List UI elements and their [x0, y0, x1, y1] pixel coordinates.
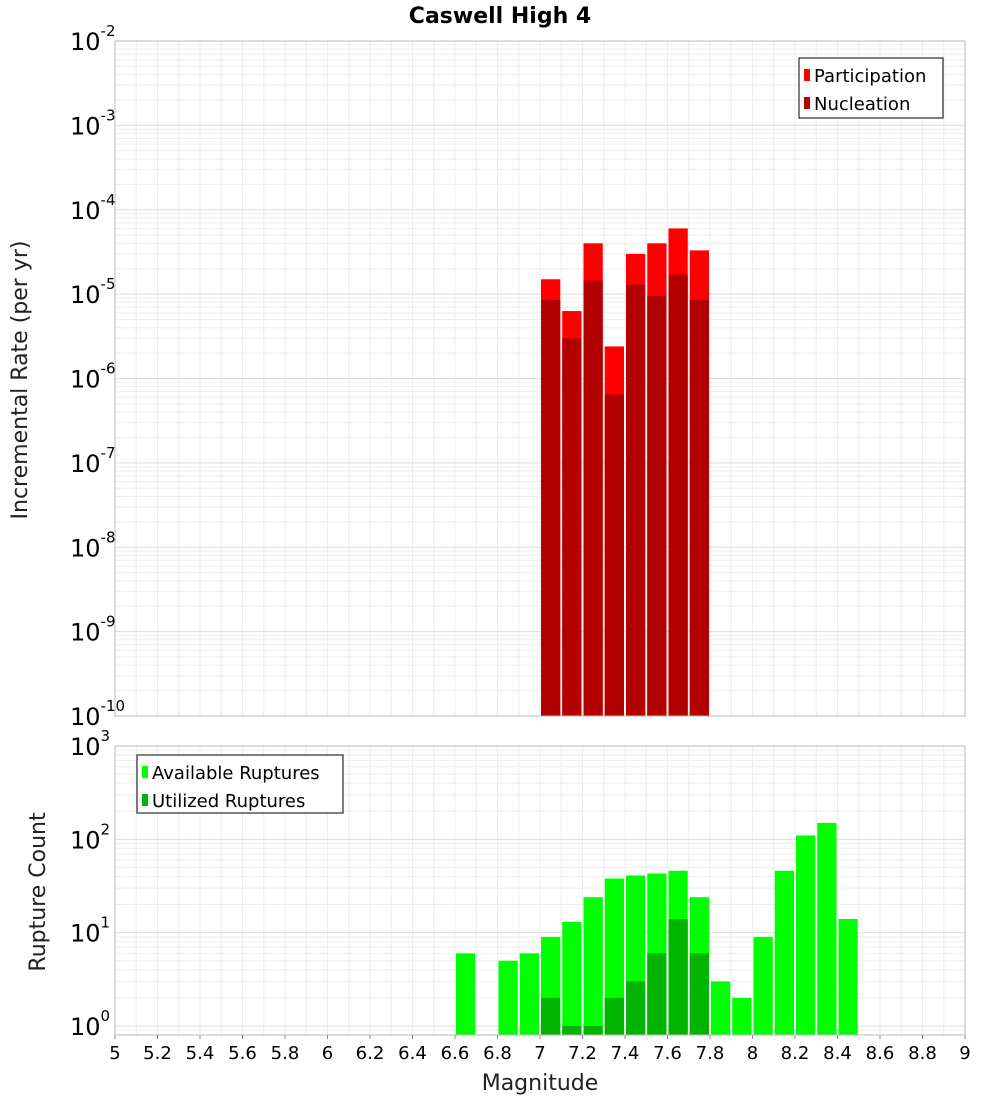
- y-tick-label: 103: [70, 727, 110, 761]
- x-tick-label: 6.4: [398, 1043, 427, 1064]
- y-tick-label: 10-2: [70, 22, 116, 56]
- bar-0: [732, 997, 752, 1035]
- bar-0: [498, 960, 518, 1035]
- bar-0: [753, 936, 773, 1035]
- bar-0: [817, 822, 837, 1035]
- bar-1: [668, 919, 688, 1035]
- rate-panel: 10-10 10-9 10-8 10-7 10-6 10-5 10-4 10-3 10-2 Par…: [70, 22, 966, 731]
- bar-0: [711, 981, 731, 1035]
- legend-swatch: [804, 69, 810, 81]
- y-tick-label: 10-4: [70, 191, 116, 225]
- bottom-y-axis-label: Rupture Count: [26, 812, 51, 972]
- bar-0: [604, 878, 624, 1035]
- y-tick-label: 101: [70, 914, 110, 948]
- y-tick-label: 10-5: [70, 275, 116, 309]
- x-tick-label: 5.4: [186, 1043, 215, 1064]
- bar-1: [626, 981, 646, 1035]
- x-tick-label: 7.8: [696, 1043, 725, 1064]
- y-tick-label: 10-6: [70, 360, 116, 394]
- bar-1: [647, 953, 667, 1035]
- y-tick-label: 10-10: [70, 697, 125, 731]
- x-tick-label: 7.2: [568, 1043, 597, 1064]
- x-tick-label: 5: [109, 1043, 120, 1064]
- bar-0: [838, 919, 858, 1035]
- x-tick-label: 6: [322, 1043, 333, 1064]
- y-tick-label: 10-7: [70, 444, 116, 478]
- bar-1: [604, 997, 624, 1035]
- x-tick-label: 8: [747, 1043, 758, 1064]
- legend-label: Utilized Ruptures: [152, 791, 305, 812]
- bar-0: [774, 870, 794, 1035]
- y-tick-label: 102: [70, 820, 110, 854]
- bar-1: [541, 300, 561, 716]
- x-tick-label: 8.8: [908, 1043, 937, 1064]
- bar-1: [562, 1025, 582, 1035]
- bar-0: [456, 953, 476, 1035]
- x-tick-label: 5.2: [143, 1043, 172, 1064]
- bar-1: [583, 280, 603, 716]
- x-tick-label: 8.2: [781, 1043, 810, 1064]
- count-panel: 100 101 102 103 5 5.2 5.4 5.6 5.8 6 6.2 6.4 6.6 6.8 7 7…: [70, 727, 971, 1064]
- bar-1: [689, 300, 709, 716]
- legend-swatch: [142, 794, 148, 806]
- y-tick-label: 10-9: [70, 613, 116, 647]
- bar-0: [519, 953, 539, 1035]
- x-axis-label: Magnitude: [482, 1071, 599, 1096]
- x-tick-label: 6.2: [356, 1043, 385, 1064]
- legend-swatch: [804, 97, 810, 109]
- y-tick-label: 10-8: [70, 528, 116, 562]
- bar-0: [796, 835, 816, 1035]
- plot-border: [114, 40, 966, 717]
- x-tick-label: 8.4: [823, 1043, 852, 1064]
- bar-1: [689, 953, 709, 1035]
- bar-1: [562, 338, 582, 716]
- x-tick-label: 8.6: [866, 1043, 895, 1064]
- x-tick-label: 7.4: [611, 1043, 640, 1064]
- legend: [798, 57, 944, 119]
- legend-label: Available Ruptures: [152, 763, 320, 784]
- legend-swatch: [142, 766, 148, 778]
- x-tick-label: 7.6: [653, 1043, 682, 1064]
- x-tick-label: 6.6: [441, 1043, 470, 1064]
- y-tick-label: 100: [70, 1007, 110, 1041]
- chart-title: Caswell High 4: [409, 4, 591, 29]
- bar-1: [626, 284, 646, 716]
- bar-0: [562, 922, 582, 1035]
- x-tick-label: 7: [534, 1043, 545, 1064]
- x-tick-label: 9: [959, 1043, 970, 1064]
- x-tick-label: 5.8: [271, 1043, 300, 1064]
- bar-1: [604, 394, 624, 716]
- bar-0: [583, 897, 603, 1035]
- bar-1: [541, 997, 561, 1035]
- x-tick-label: 6.8: [483, 1043, 512, 1064]
- bar-1: [583, 1025, 603, 1035]
- legend-label: Nucleation: [814, 94, 910, 115]
- top-y-axis-label: Incremental Rate (per yr): [8, 241, 33, 520]
- legend-label: Participation: [814, 66, 926, 87]
- x-tick-label: 5.6: [228, 1043, 257, 1064]
- y-tick-label: 10-3: [70, 106, 116, 140]
- bar-1: [647, 296, 667, 716]
- bar-1: [668, 274, 688, 716]
- legend: [136, 754, 344, 814]
